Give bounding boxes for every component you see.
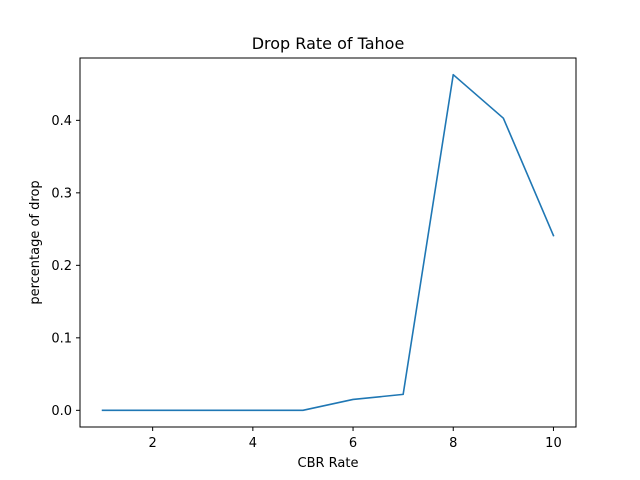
y-tick-label: 0.4	[51, 114, 72, 129]
chart-title: Drop Rate of Tahoe	[252, 34, 405, 53]
x-tick-label: 6	[349, 436, 357, 451]
x-axis-label: CBR Rate	[298, 456, 359, 471]
x-tick-label: 4	[249, 436, 257, 451]
x-axis: 2 4 6 8 10	[149, 427, 562, 451]
y-tick-label: 0.0	[51, 404, 72, 419]
plot-frame	[79, 57, 577, 428]
y-tick-label: 0.1	[51, 331, 72, 346]
y-tick-label: 0.2	[51, 259, 72, 274]
x-tick-label: 8	[449, 436, 457, 451]
plot-area	[101, 73, 555, 412]
y-axis-label: percentage of drop	[28, 180, 43, 304]
x-tick-label: 2	[149, 436, 157, 451]
y-axis: 0.0 0.1 0.2 0.3 0.4	[51, 114, 80, 419]
x-tick-label: 10	[545, 436, 562, 451]
series-line	[101, 73, 555, 412]
y-tick-label: 0.3	[51, 186, 72, 201]
